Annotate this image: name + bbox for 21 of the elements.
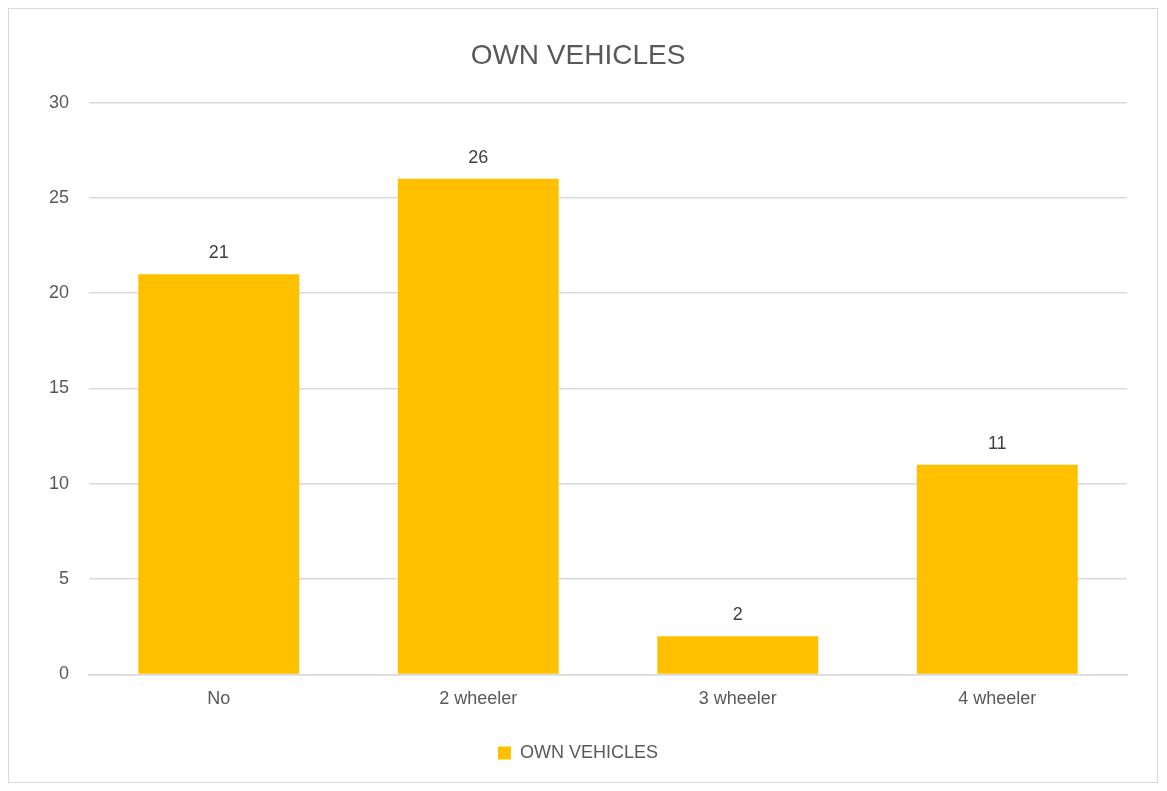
data-label: 21 [208, 242, 229, 263]
bar [397, 178, 559, 674]
x-tick-label: 2 wheeler [439, 688, 518, 709]
y-tick-label: 15 [48, 377, 70, 398]
chart-title: OWN VEHICLES [470, 38, 686, 70]
y-tick-label: 10 [48, 472, 70, 493]
x-tick-label: 4 wheeler [958, 688, 1037, 709]
data-label: 11 [987, 432, 1007, 453]
data-label: 26 [468, 146, 489, 167]
y-tick-label: 30 [48, 91, 70, 112]
y-tick-label: 0 [59, 663, 70, 684]
data-label: 2 [732, 604, 743, 625]
x-tick-label: No [207, 688, 231, 709]
legend-label: OWN VEHICLES [519, 741, 659, 762]
bar [138, 274, 300, 674]
y-tick-label: 25 [48, 186, 70, 207]
y-tick-label: 20 [48, 282, 70, 303]
bar [916, 464, 1078, 674]
x-tick-label: 3 wheeler [698, 688, 777, 709]
y-tick-label: 5 [59, 568, 70, 589]
bar [657, 636, 819, 674]
